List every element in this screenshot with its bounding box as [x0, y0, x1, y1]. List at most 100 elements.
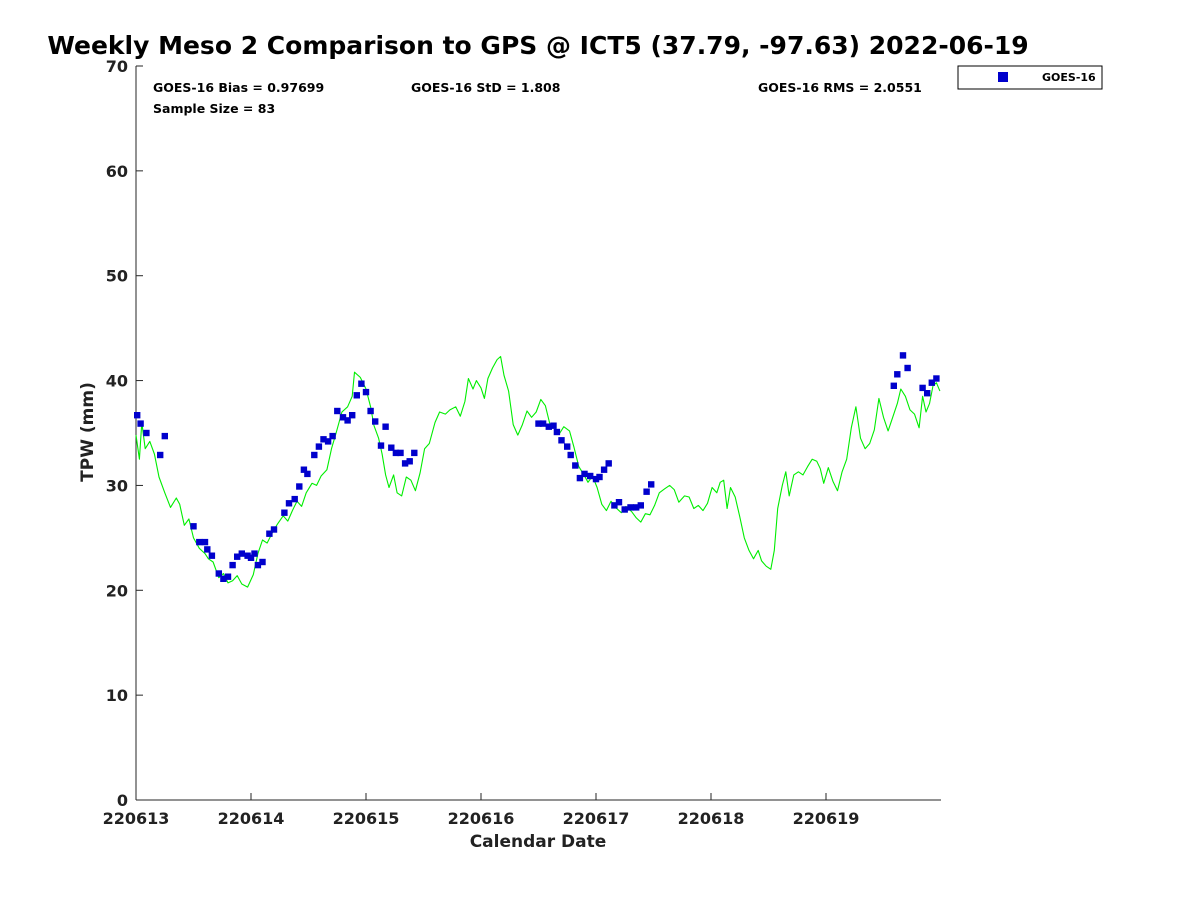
goes16-point [251, 550, 258, 557]
goes16-point [137, 420, 144, 427]
y-tick-label: 30 [106, 476, 128, 495]
x-tick-label: 220615 [333, 809, 400, 828]
goes16-point [899, 352, 907, 359]
goes16-point [553, 428, 561, 436]
goes16-point [208, 552, 216, 559]
goes16-point [411, 449, 418, 457]
goes16-point [611, 502, 618, 509]
goes16-point [596, 473, 603, 481]
goes16-point [648, 481, 655, 488]
goes16-point [621, 506, 628, 513]
goes16-point [545, 423, 552, 430]
stats-box: GOES-16 Bias = 0.97699 GOES-16 StD = 1.8… [153, 80, 922, 116]
goes16-point [627, 504, 634, 511]
goes16-point [204, 546, 211, 553]
y-tick-label: 10 [106, 686, 128, 705]
y-tick-label: 20 [106, 581, 128, 600]
x-axis-label: Calendar Date [470, 832, 607, 852]
y-tick-label: 60 [106, 162, 128, 181]
goes16-point [406, 458, 413, 465]
goes16-point [924, 390, 931, 397]
std-stat: GOES-16 StD = 1.808 [411, 80, 560, 95]
goes16-point [349, 412, 356, 419]
goes16-point [143, 429, 150, 437]
goes16-point [161, 432, 168, 440]
goes16-point [592, 475, 600, 483]
x-tick-label: 220619 [793, 809, 860, 828]
legend-box [957, 65, 1103, 90]
goes16-point [362, 388, 370, 396]
goes16-point [339, 414, 347, 421]
goes16-point [304, 470, 311, 478]
goes16-point [334, 407, 341, 415]
goes16-point [928, 379, 935, 386]
plot-area [134, 352, 941, 588]
goes16-point [320, 436, 327, 443]
goes16-point [234, 553, 241, 560]
goes16-point [224, 573, 232, 580]
goes16-point [266, 530, 273, 537]
y-tick-label: 0 [117, 791, 128, 810]
goes16-point [637, 502, 644, 509]
goes16-point [890, 382, 897, 389]
legend: GOES-16 [957, 65, 1103, 90]
goes16-point [382, 423, 389, 430]
goes16-point [643, 488, 650, 495]
axes: 0 10 20 30 40 50 60 70 220613 220614 220615 220616 2… [103, 57, 941, 828]
goes16-point [281, 509, 288, 516]
goes16-point [581, 470, 588, 478]
goes16-point [220, 575, 227, 582]
x-tick-label: 220617 [563, 809, 630, 828]
legend-marker [998, 72, 1008, 82]
rms-stat: GOES-16 RMS = 2.0551 [758, 80, 922, 95]
goes16-point [564, 443, 571, 450]
goes16-point [600, 466, 608, 473]
goes16-point [311, 451, 318, 459]
goes16-point [315, 443, 323, 450]
y-tick-label: 70 [106, 57, 128, 76]
legend-label: GOES-16 [1042, 71, 1096, 84]
goes16-point [134, 412, 141, 419]
goes16-point [587, 472, 594, 480]
goes16-point [401, 460, 409, 467]
goes16-point [367, 407, 374, 415]
sample-size-stat: Sample Size = 83 [153, 101, 275, 116]
goes16-point [353, 392, 360, 399]
goes16-point [196, 538, 203, 546]
goes16-point [535, 420, 542, 427]
goes16-point [388, 444, 395, 451]
goes16-point [291, 495, 298, 503]
goes16-point [904, 364, 911, 372]
chart-title: Weekly Meso 2 Comparison to GPS @ ICT5 (… [47, 31, 1028, 60]
goes16-point [238, 550, 245, 557]
goes16-point [572, 462, 579, 469]
y-tick-label: 50 [106, 267, 128, 286]
x-tick-label: 220618 [678, 809, 745, 828]
y-tick-label: 40 [106, 372, 128, 391]
goes16-point [344, 417, 351, 424]
goes16-point [296, 483, 303, 490]
goes16-point [933, 375, 940, 382]
goes16-point [377, 442, 385, 449]
goes16-point [229, 561, 236, 569]
goes16-point [633, 504, 640, 511]
bias-stat: GOES-16 Bias = 0.97699 [153, 80, 324, 95]
x-tick-label: 220613 [103, 809, 170, 828]
goes16-point [615, 499, 623, 506]
goes16-point [550, 422, 557, 429]
goes16-point [397, 449, 404, 457]
goes16-point [244, 552, 251, 559]
goes16-point [190, 523, 197, 530]
goes16-point [324, 438, 332, 445]
goes16-point [894, 371, 901, 378]
goes16-point [201, 538, 209, 546]
x-tick-label: 220616 [448, 809, 515, 828]
y-axis-label: TPW (mm) [78, 382, 98, 482]
goes16-point [539, 420, 547, 427]
goes16-point [254, 561, 262, 569]
x-tick-label: 220614 [218, 809, 285, 828]
goes16-point [247, 554, 255, 561]
goes16-point [285, 500, 293, 507]
goes16-point [558, 437, 565, 444]
